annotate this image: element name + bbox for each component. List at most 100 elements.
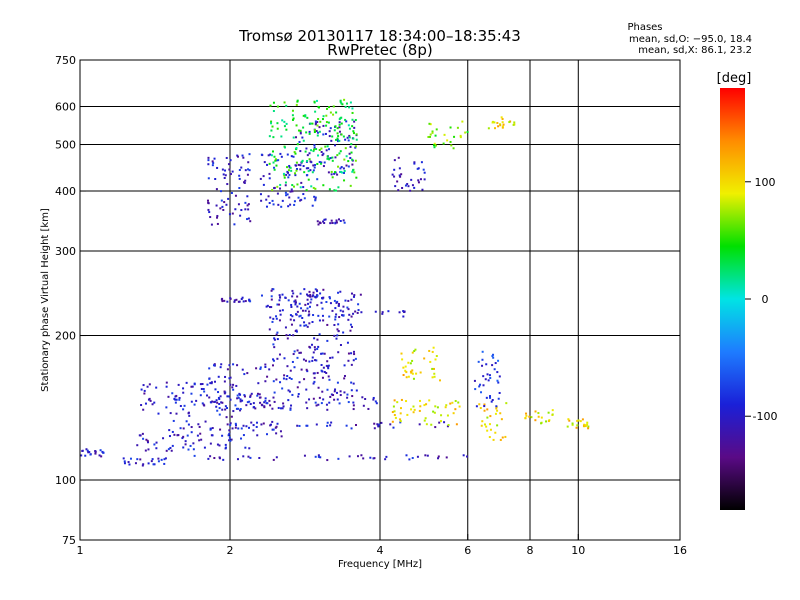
data-point xyxy=(432,346,435,349)
data-point xyxy=(293,350,296,353)
data-point xyxy=(214,178,217,181)
data-point xyxy=(223,176,226,179)
data-point xyxy=(352,137,355,140)
data-point xyxy=(397,189,400,192)
data-point xyxy=(276,127,279,130)
data-point xyxy=(147,448,150,451)
data-point xyxy=(339,390,342,393)
data-point xyxy=(236,397,239,400)
data-point xyxy=(320,147,323,150)
x-tick-label: 1 xyxy=(77,544,84,557)
data-point xyxy=(445,456,448,459)
data-point xyxy=(228,168,231,171)
data-point xyxy=(345,424,348,427)
data-point xyxy=(404,369,407,372)
data-point xyxy=(247,168,250,171)
data-point xyxy=(581,418,584,421)
data-point xyxy=(279,309,282,312)
data-point xyxy=(393,159,396,162)
data-point xyxy=(337,218,340,221)
data-point xyxy=(275,432,278,435)
data-point xyxy=(338,121,341,124)
data-point xyxy=(415,372,418,375)
data-point xyxy=(228,364,231,367)
data-point xyxy=(286,337,289,340)
data-point xyxy=(177,383,180,386)
data-point xyxy=(272,136,275,139)
data-point xyxy=(336,398,339,401)
data-point xyxy=(431,376,434,379)
data-point xyxy=(333,172,336,175)
data-point xyxy=(168,429,171,432)
data-point xyxy=(316,290,319,293)
data-point xyxy=(208,367,211,370)
data-point xyxy=(429,360,432,363)
data-point xyxy=(326,459,329,462)
data-point xyxy=(303,171,306,174)
data-point xyxy=(336,154,339,157)
data-point xyxy=(273,400,276,403)
data-point xyxy=(311,359,314,362)
data-point xyxy=(283,174,286,177)
data-point xyxy=(394,185,397,188)
data-point xyxy=(182,446,185,449)
data-point xyxy=(311,122,314,125)
data-point xyxy=(209,382,212,385)
data-point xyxy=(248,169,251,172)
data-point xyxy=(247,217,250,220)
data-point xyxy=(449,140,452,143)
data-point xyxy=(325,364,328,367)
data-point xyxy=(300,198,303,201)
data-point xyxy=(289,369,292,372)
chart-subtitle: RwPretec (8p) xyxy=(327,41,432,59)
data-point xyxy=(288,390,291,393)
data-point xyxy=(275,378,278,381)
data-point xyxy=(528,415,531,418)
data-point xyxy=(157,457,160,460)
data-point xyxy=(490,400,493,403)
data-point xyxy=(305,368,308,371)
data-point xyxy=(270,289,273,292)
data-point xyxy=(411,457,414,460)
data-point xyxy=(227,395,230,398)
data-point xyxy=(551,413,554,416)
data-point xyxy=(278,299,281,302)
data-point xyxy=(243,394,246,397)
data-point xyxy=(244,169,247,172)
data-point xyxy=(299,314,302,317)
data-point xyxy=(325,124,328,127)
data-point xyxy=(437,457,440,460)
data-point xyxy=(293,319,296,322)
data-point xyxy=(240,166,243,169)
data-point xyxy=(340,116,343,119)
data-point xyxy=(243,395,246,398)
data-point xyxy=(157,412,160,415)
data-point xyxy=(174,398,177,401)
data-point xyxy=(353,126,356,129)
data-point xyxy=(302,193,305,196)
data-point xyxy=(492,120,495,123)
data-point xyxy=(437,455,440,458)
data-point xyxy=(475,405,478,408)
data-point xyxy=(347,160,350,163)
data-point xyxy=(268,306,271,309)
data-point xyxy=(284,326,287,329)
data-point xyxy=(534,410,537,413)
data-point xyxy=(501,121,504,124)
data-point xyxy=(309,160,312,163)
data-point xyxy=(335,138,338,141)
data-point xyxy=(240,298,243,301)
data-point xyxy=(337,457,340,460)
data-point xyxy=(327,171,330,174)
data-point xyxy=(275,159,278,162)
data-point xyxy=(322,366,325,369)
data-point xyxy=(228,432,231,435)
data-point xyxy=(276,105,279,108)
data-point xyxy=(286,166,289,169)
data-point xyxy=(270,129,273,132)
data-point xyxy=(338,123,341,126)
y-tick-label: 400 xyxy=(55,185,76,198)
data-point xyxy=(480,424,483,427)
data-point xyxy=(348,136,351,139)
data-point xyxy=(466,455,469,458)
